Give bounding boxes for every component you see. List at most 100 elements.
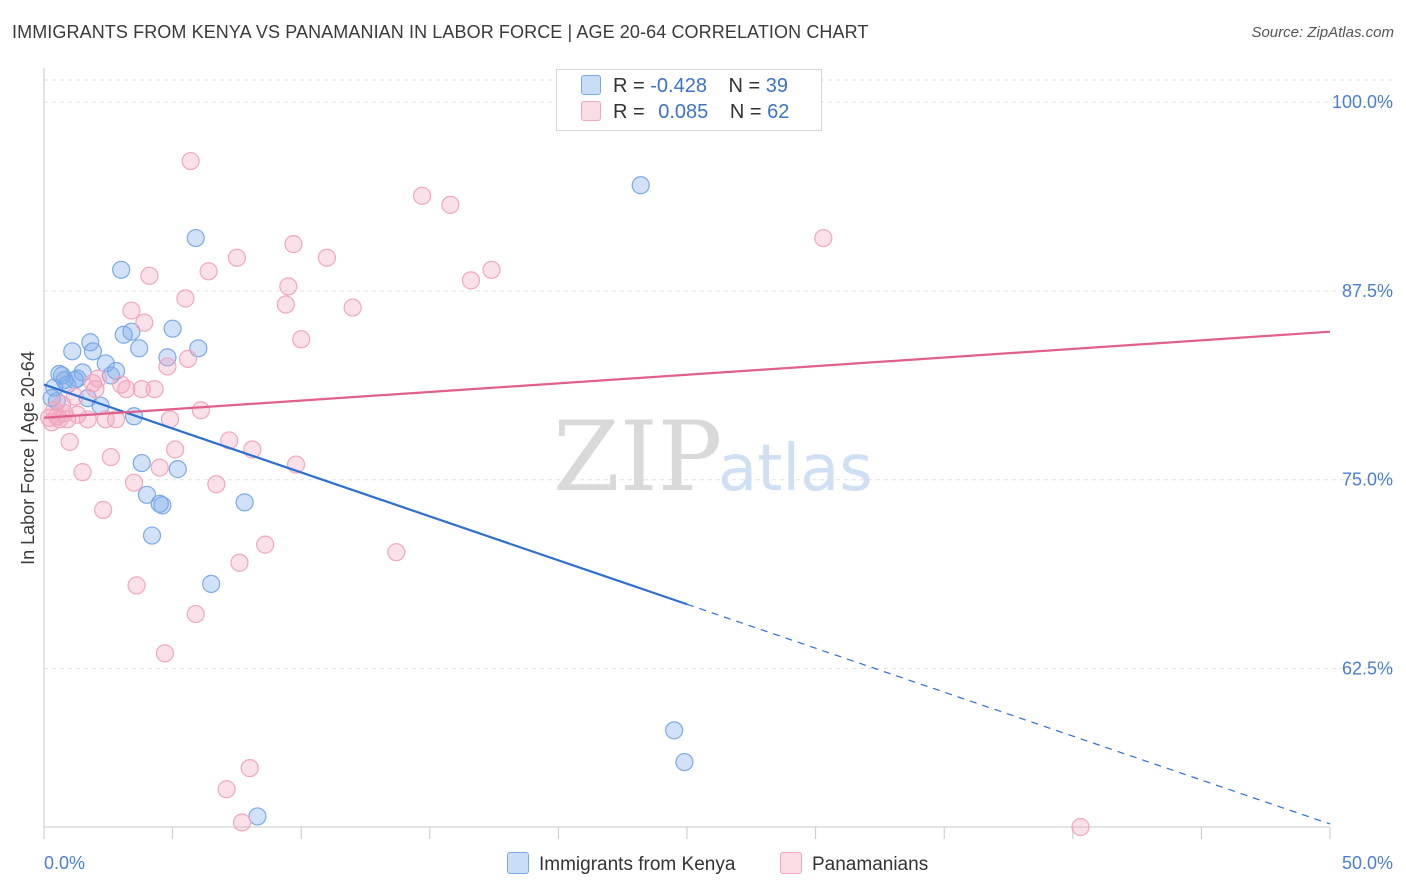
data-point xyxy=(814,228,833,248)
data-point xyxy=(145,379,164,399)
data-point xyxy=(86,379,105,399)
legend-swatch-kenya xyxy=(581,75,601,95)
legend-swatch-panamanian xyxy=(581,101,601,121)
trend-lines xyxy=(43,330,1331,825)
data-point xyxy=(631,176,650,195)
y-axis-label: In Labor Force | Age 20-64 xyxy=(18,351,38,565)
data-point xyxy=(181,151,200,171)
legend-n-label: N = xyxy=(728,75,761,97)
data-point xyxy=(130,339,149,358)
legend-r-label: R = xyxy=(613,101,645,123)
data-point xyxy=(227,248,246,267)
data-point xyxy=(387,543,406,562)
legend-row-panamanian: R = 0.085 N = 62 xyxy=(581,101,789,127)
legend-r-label: R = xyxy=(613,75,645,97)
data-point xyxy=(256,535,275,554)
data-point xyxy=(284,235,303,254)
data-point xyxy=(441,195,460,214)
data-point xyxy=(232,813,252,832)
y-tick-label: 75.0% xyxy=(1342,470,1393,490)
data-point xyxy=(1071,817,1090,837)
data-point xyxy=(158,357,177,376)
legend-label-kenya: Immigrants from Kenya xyxy=(539,854,736,875)
data-point xyxy=(230,553,249,572)
watermark: ZIP atlas xyxy=(553,401,873,513)
data-point xyxy=(343,298,362,317)
axis-labels: 62.5% 75.0% 87.5% 100.0% 0.0% 50.0% In Labor F… xyxy=(18,92,1393,873)
data-point xyxy=(240,759,259,778)
y-tick-label: 62.5% xyxy=(1342,658,1393,678)
data-point xyxy=(65,387,84,406)
watermark-atlas: atlas xyxy=(718,432,873,506)
data-point xyxy=(461,271,481,290)
data-point xyxy=(106,361,126,381)
x-tick-label: 50.0% xyxy=(1342,853,1393,873)
legend-row-kenya: R = -0.428 N = 39 xyxy=(581,75,788,101)
data-point xyxy=(124,473,144,492)
legend-r-value: 0.085 xyxy=(658,101,709,123)
data-point xyxy=(94,500,113,519)
data-point xyxy=(202,574,221,593)
data-point xyxy=(142,526,162,545)
trend-line-dashed-0 xyxy=(686,603,1331,825)
data-point xyxy=(112,260,131,279)
data-point xyxy=(132,453,151,473)
legend-item-panamanians: Panamanians xyxy=(780,852,928,876)
data-point xyxy=(199,262,218,281)
data-point xyxy=(675,752,694,772)
data-point xyxy=(276,295,295,314)
data-point xyxy=(412,186,432,205)
legend-n-label: N = xyxy=(729,101,762,123)
legend-label-panamanians: Panamanians xyxy=(812,854,929,875)
data-point xyxy=(60,432,79,452)
data-point xyxy=(191,401,210,420)
watermark-zip: ZIP xyxy=(553,401,722,513)
data-point xyxy=(96,410,115,429)
data-point xyxy=(168,460,187,479)
data-point xyxy=(186,604,205,624)
data-point xyxy=(665,721,684,740)
data-point xyxy=(248,807,267,826)
data-point xyxy=(186,228,205,248)
data-point xyxy=(101,447,120,467)
data-point xyxy=(279,277,298,296)
x-tick-label: 0.0% xyxy=(44,853,85,873)
data-point xyxy=(482,260,501,279)
chart-title: IMMIGRANTS FROM KENYA VS PANAMANIAN IN L… xyxy=(12,22,869,42)
data-point xyxy=(127,576,146,595)
data-point xyxy=(96,354,115,373)
data-point xyxy=(163,319,182,338)
data-point xyxy=(63,342,82,361)
data-point xyxy=(217,780,236,799)
legend-item-kenya: Immigrants from Kenya xyxy=(507,852,735,876)
data-point xyxy=(117,379,136,399)
legend-swatch-panamanians xyxy=(780,852,802,874)
data-point xyxy=(292,330,311,349)
data-point xyxy=(140,266,159,285)
axes xyxy=(43,68,1331,839)
data-point xyxy=(317,248,337,267)
legend-swatch-kenya xyxy=(507,852,529,874)
data-point xyxy=(122,322,141,341)
data-point xyxy=(106,410,126,429)
data-point xyxy=(73,463,92,482)
chart-source: Source: ZipAtlas.com xyxy=(1251,24,1394,41)
gridlines xyxy=(44,79,1392,669)
data-point xyxy=(83,342,102,361)
data-point xyxy=(150,458,169,477)
series-legend: Immigrants from Kenya Panamanians xyxy=(0,852,1406,878)
y-tick-label: 100.0% xyxy=(1332,92,1393,112)
data-point xyxy=(137,485,156,504)
data-point xyxy=(176,289,195,308)
y-tick-label: 87.5% xyxy=(1342,281,1393,301)
data-point xyxy=(153,496,172,515)
data-point xyxy=(155,644,174,663)
legend-r-value: -0.428 xyxy=(650,75,707,97)
trend-line-1 xyxy=(43,330,1331,419)
data-point xyxy=(178,349,198,368)
legend-n-value: 39 xyxy=(765,75,789,97)
data-point xyxy=(135,313,154,332)
data-point xyxy=(88,369,108,388)
data-point xyxy=(122,301,141,320)
